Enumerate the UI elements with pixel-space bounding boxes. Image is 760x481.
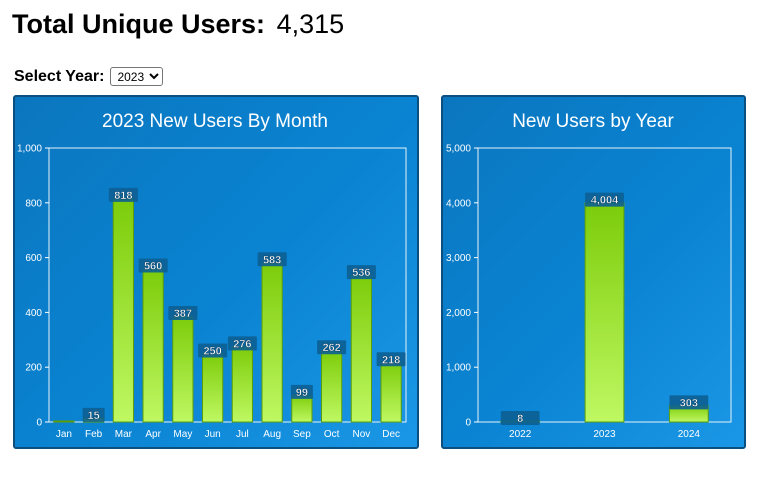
- x-tick-label: Jun: [205, 429, 221, 440]
- y-tick-label: 800: [25, 198, 42, 209]
- data-label: 387: [174, 308, 192, 320]
- x-tick-label: 2024: [678, 429, 701, 440]
- bar-aug: [261, 261, 283, 423]
- chart-title: New Users by Year: [512, 111, 674, 132]
- x-tick-label: Apr: [145, 429, 161, 440]
- x-tick-label: 2022: [509, 429, 532, 440]
- data-label: 303: [680, 397, 698, 409]
- y-tick-label: 1,000: [17, 144, 42, 155]
- y-tick-label: 5,000: [446, 144, 471, 155]
- x-tick-label: May: [173, 429, 192, 440]
- data-label-bg: [585, 192, 624, 207]
- data-label: 8: [517, 413, 523, 425]
- y-tick-label: 400: [25, 308, 42, 319]
- y-tick-label: 0: [36, 418, 42, 429]
- data-label: 818: [114, 190, 132, 202]
- data-label-bg: [168, 305, 198, 320]
- bar-jun: [202, 353, 224, 423]
- data-label: 583: [263, 254, 281, 266]
- monthly-users-chart: 2023 New Users By Month 0 200 400 600 800 1,00…: [17, 111, 407, 440]
- data-label-bg: [227, 336, 257, 351]
- data-label-bg: [198, 343, 228, 358]
- data-label-bg: [108, 187, 138, 202]
- bar-mar: [112, 197, 134, 423]
- data-label: 15: [88, 410, 100, 422]
- bar-jan: [53, 420, 75, 423]
- data-label-bg: [290, 384, 313, 399]
- select-year-label: Select Year:: [14, 67, 105, 85]
- data-label: 4,004: [591, 195, 619, 207]
- x-tick-label: Sep: [293, 429, 311, 440]
- data-label-bg: [317, 340, 347, 355]
- y-tick-label: 0: [465, 418, 471, 429]
- data-label: 218: [382, 354, 400, 366]
- bar-dec: [380, 361, 402, 423]
- year-selector: Select Year: 2023: [14, 67, 164, 86]
- x-tick-label: Jul: [236, 429, 249, 440]
- data-label: 536: [352, 267, 370, 279]
- data-label-bg: [346, 265, 376, 280]
- data-label-bg: [376, 352, 406, 367]
- y-tick-label: 2,000: [446, 308, 471, 319]
- y-tick-label: 600: [25, 253, 42, 264]
- x-tick-label: Dec: [382, 429, 400, 440]
- bar-apr: [142, 268, 164, 423]
- data-label: 250: [203, 346, 221, 358]
- plot-area-frame: [48, 147, 407, 423]
- x-tick-label: Feb: [85, 429, 103, 440]
- bar-nov: [350, 274, 372, 423]
- x-tick-label: Oct: [324, 429, 340, 440]
- monthly-chart-panel: 2023 New Users By Month 0 200 400 600 800 1,00…: [13, 95, 419, 449]
- yearly-chart-panel: New Users by Year 0 1,000 2,000 3,000 4,000 5,…: [441, 95, 746, 449]
- x-tick-label: 2023: [593, 429, 616, 440]
- total-users-label: Total Unique Users:: [12, 9, 266, 39]
- total-unique-users-heading: Total Unique Users: 4,315: [12, 9, 344, 40]
- data-label: 560: [144, 261, 162, 273]
- yearly-users-chart: New Users by Year 0 1,000 2,000 3,000 4,000 5,…: [446, 111, 732, 440]
- year-select[interactable]: 2023: [110, 67, 164, 86]
- bar-oct: [321, 349, 343, 423]
- x-tick-label: Jan: [56, 429, 72, 440]
- data-label-bg: [500, 411, 540, 425]
- data-label-bg: [82, 407, 105, 422]
- x-tick-label: Nov: [352, 429, 370, 440]
- x-tick-label: Aug: [263, 429, 281, 440]
- x-tick-label: Mar: [115, 429, 133, 440]
- chart-title: 2023 New Users By Month: [102, 111, 328, 132]
- bar-may: [172, 315, 194, 423]
- bar-sep: [291, 394, 313, 423]
- y-tick-label: 4,000: [446, 198, 471, 209]
- data-label: 276: [233, 338, 251, 350]
- bar-jul: [231, 345, 253, 423]
- bar-2023: [584, 202, 625, 423]
- data-label-bg: [138, 258, 168, 273]
- data-label: 262: [322, 342, 340, 354]
- y-tick-label: 200: [25, 363, 42, 374]
- y-tick-label: 1,000: [446, 363, 471, 374]
- data-label-bg: [257, 252, 287, 267]
- y-tick-label: 3,000: [446, 253, 471, 264]
- total-users-value: 4,315: [276, 9, 345, 39]
- data-label: 99: [296, 387, 308, 399]
- data-label-bg: [669, 395, 709, 410]
